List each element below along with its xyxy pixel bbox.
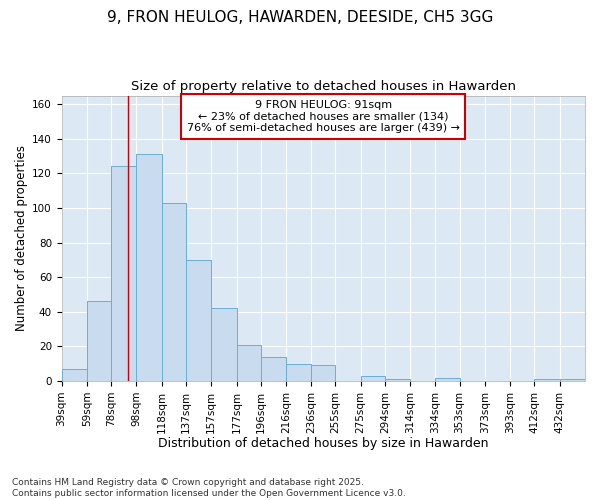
Bar	[535, 380, 560, 381]
Text: 9 FRON HEULOG: 91sqm
← 23% of detached houses are smaller (134)
76% of semi-deta: 9 FRON HEULOG: 91sqm ← 23% of detached h…	[187, 100, 460, 133]
Text: Contains HM Land Registry data © Crown copyright and database right 2025.
Contai: Contains HM Land Registry data © Crown c…	[12, 478, 406, 498]
Bar	[111, 166, 136, 381]
Bar	[236, 344, 260, 381]
Bar	[436, 378, 460, 381]
Bar	[186, 260, 211, 381]
Bar	[286, 364, 311, 381]
Text: 9, FRON HEULOG, HAWARDEN, DEESIDE, CH5 3GG: 9, FRON HEULOG, HAWARDEN, DEESIDE, CH5 3…	[107, 10, 493, 25]
Bar	[62, 369, 87, 381]
Bar	[87, 302, 111, 381]
Bar	[211, 308, 236, 381]
Bar	[560, 380, 585, 381]
Y-axis label: Number of detached properties: Number of detached properties	[15, 146, 28, 332]
Bar	[136, 154, 162, 381]
Bar	[385, 380, 410, 381]
Bar	[311, 366, 335, 381]
Bar	[361, 376, 385, 381]
Title: Size of property relative to detached houses in Hawarden: Size of property relative to detached ho…	[131, 80, 516, 93]
Bar	[260, 357, 286, 381]
Bar	[162, 203, 186, 381]
X-axis label: Distribution of detached houses by size in Hawarden: Distribution of detached houses by size …	[158, 437, 488, 450]
